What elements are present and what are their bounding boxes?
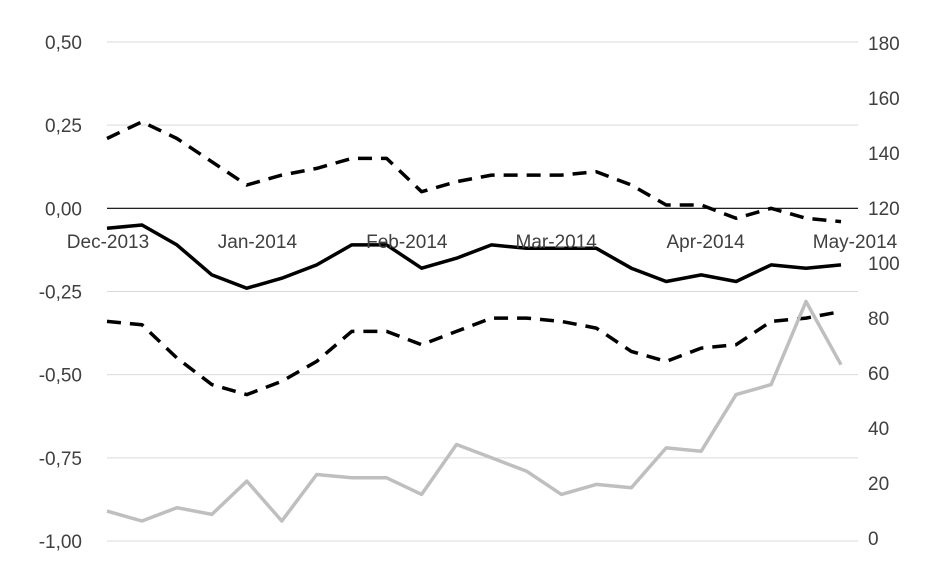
left-tick-label: -1,00 [39, 532, 82, 553]
right-tick-label: 0 [868, 529, 879, 550]
category-label: Apr-2014 [667, 232, 746, 253]
left-tick-label: 0,00 [45, 199, 82, 220]
category-labels: Dec-2013 Jan-2014 Feb-2014 Mar-2014 Apr-2014… [67, 232, 898, 253]
right-tick-label: 120 [868, 199, 900, 220]
right-tick-label: 20 [868, 474, 889, 495]
category-label: Mar-2014 [516, 232, 598, 253]
right-tick-label: 60 [868, 364, 889, 385]
right-tick-label: 100 [868, 254, 900, 275]
left-tick-label: -0,75 [39, 449, 82, 470]
left-tick-label: 0,50 [45, 33, 82, 54]
category-label: Jan-2014 [218, 232, 298, 253]
right-tick-label: 140 [868, 144, 900, 165]
gridlines [107, 41, 858, 542]
right-tick-label: 40 [868, 419, 889, 440]
category-label: Dec-2013 [67, 232, 149, 253]
category-label: Feb-2014 [366, 232, 448, 253]
right-tick-label: 160 [868, 89, 900, 110]
series-2-line [106, 223, 842, 290]
series-lines [106, 120, 858, 523]
left-tick-label: 0,25 [45, 116, 82, 137]
left-tick-label: -0,50 [39, 366, 82, 387]
left-tick-label: -0,25 [39, 283, 82, 304]
left-axis-ticks: 0,50 0,25 0,00 -0,25 -0,50 -0,75 -1,00 [39, 33, 82, 553]
series-3-line [106, 309, 842, 397]
series-4-line [106, 299, 843, 523]
right-axis-ticks: 180 160 140 120 100 80 60 40 20 0 [868, 34, 900, 550]
right-tick-label: 180 [868, 34, 900, 55]
category-label: May-2014 [813, 232, 898, 253]
series-1-line [106, 120, 842, 224]
right-tick-label: 80 [868, 309, 889, 330]
